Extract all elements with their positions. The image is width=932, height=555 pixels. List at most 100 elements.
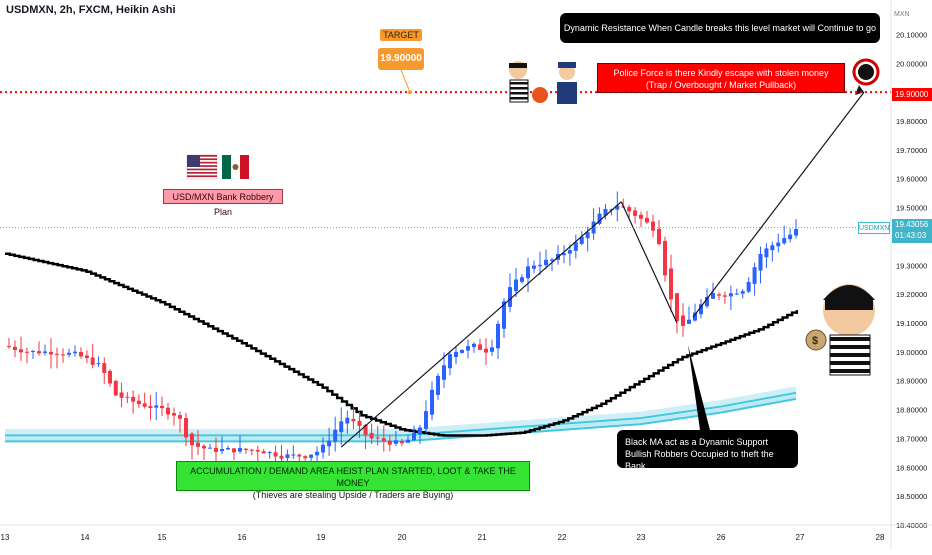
trend-line (340, 201, 622, 448)
candle-body (681, 315, 685, 326)
candle-body (758, 253, 763, 271)
candle-body (466, 346, 470, 351)
candle-body (478, 344, 482, 350)
police-cap (558, 62, 576, 68)
candle-body (357, 420, 362, 426)
candle-body (333, 429, 338, 442)
candle-body (448, 354, 452, 369)
candle-body (561, 253, 566, 256)
thief-stripe (510, 97, 528, 100)
candle-body (345, 417, 350, 424)
candle-body (764, 248, 769, 258)
symbol-price-tag: USDMXN (858, 222, 890, 234)
black-ma-note: Black MA act as a Dynamic Support Bullis… (617, 430, 798, 471)
us-flag-stripe (187, 172, 217, 174)
robber-stripe (830, 345, 870, 349)
trend-line (692, 91, 865, 318)
candle-body (190, 433, 194, 446)
x-tick-label: 14 (81, 533, 90, 542)
mx-flag-red (240, 155, 249, 179)
current-price-tag: 19.43056 01:43:03 (892, 219, 932, 243)
candle-body (67, 352, 71, 355)
mx-flag-icon (222, 155, 231, 179)
thief-mask (509, 63, 527, 68)
candle-body (699, 304, 703, 315)
candle-body (19, 349, 23, 353)
loot-bag-icon (532, 87, 548, 103)
black-ma (5, 252, 799, 437)
candle-body (184, 418, 188, 438)
trend-line (620, 201, 678, 324)
us-flag-stripe (187, 158, 217, 161)
band-line (5, 386, 797, 436)
candle-body (31, 350, 35, 352)
candle-body (309, 454, 314, 458)
target-price-tag: 19.90000 (892, 88, 932, 101)
candle-body (243, 448, 248, 451)
y-axis: 18.4000018.5000018.6000018.7000018.80000… (890, 0, 932, 550)
target-pointer (400, 69, 411, 93)
candle-body (108, 370, 113, 384)
symbol-header: USDMXN, 2h, FXCM, Heikin Ashi (6, 4, 176, 16)
candle-body (261, 451, 266, 454)
black-ma-line (5, 252, 799, 437)
candle-body (339, 421, 344, 433)
band-line (5, 397, 797, 443)
candle-body (238, 448, 242, 452)
candle-body (381, 438, 386, 442)
candle-body (746, 281, 751, 292)
candle-body (532, 265, 536, 269)
x-tick-label: 15 (158, 533, 167, 542)
y-tick-label: 19.80000 (896, 117, 927, 126)
candle-body (544, 259, 548, 266)
candle-body (627, 207, 632, 212)
candle-body (615, 205, 620, 210)
decorations: $ (186, 58, 880, 430)
robber-beanie (823, 285, 875, 300)
candle-body (657, 228, 661, 245)
candle-body (61, 354, 65, 356)
candle-body (119, 392, 124, 398)
candle-body (25, 351, 29, 353)
thief-stripe (510, 92, 528, 95)
blackma-line-2: Bullish Robbers Occupied to theft the Ba… (625, 449, 774, 471)
candle-body (538, 264, 542, 267)
candle-body (7, 346, 11, 348)
candle-body (375, 437, 380, 439)
x-tick-label: 13 (1, 533, 10, 542)
candle-body (508, 287, 512, 307)
x-tick-label: 28 (876, 533, 885, 542)
candle-body (603, 208, 608, 216)
robber-stripe (830, 353, 870, 357)
y-tick-label: 19.20000 (896, 290, 927, 299)
robber-stripe (830, 337, 870, 341)
candle-body (125, 396, 130, 398)
candle-body (484, 348, 488, 353)
police-uniform (557, 82, 577, 104)
target-label: TARGET (380, 29, 422, 41)
candle-body (633, 210, 638, 216)
candle-body (734, 293, 739, 295)
no-entry-figure (858, 64, 874, 80)
candle-body (520, 277, 524, 282)
us-flag-stripe (187, 168, 217, 171)
candle-body (13, 346, 17, 350)
candle-body (454, 351, 458, 358)
candle-body (579, 236, 584, 244)
candle-body (502, 301, 506, 329)
band-line (5, 393, 797, 441)
police-note: Police Force is there Kindly escape with… (597, 63, 845, 93)
candle-body (214, 447, 218, 452)
x-axis: 13 14 15 16 19 20 21 22 23 26 27 28 (0, 524, 932, 542)
candle-body (303, 456, 308, 459)
candle-body (442, 365, 446, 380)
candle-body (514, 279, 518, 292)
candle-body (273, 452, 278, 457)
candle-body (651, 221, 655, 231)
candle-body (202, 445, 206, 449)
y-tick-label: 19.70000 (896, 146, 927, 155)
police-line-1: Police Force is there Kindly escape with… (613, 68, 829, 78)
thief-stripe (510, 82, 528, 85)
